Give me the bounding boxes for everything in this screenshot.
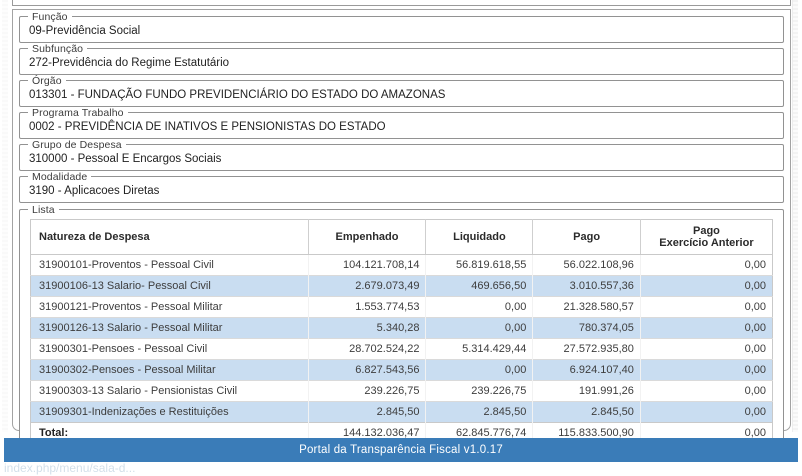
pago-anterior-cell: 0,00 (639, 359, 773, 381)
empenhado-cell: 2.679.073,49 (307, 275, 426, 297)
empenhado-cell: 104.121.708,14 (307, 254, 426, 276)
fieldset-modalidade: Modalidade 3190 - Aplicacoes Diretas (19, 171, 784, 203)
pago-anterior-cell: 0,00 (639, 380, 773, 402)
pago-anterior-cell: 0,00 (639, 338, 773, 360)
empenhado-cell: 5.340,28 (307, 317, 426, 339)
pago-cell: 21.328.580,57 (532, 296, 641, 318)
results-panel: Função 09-Previdência Social Subfunção 2… (12, 9, 791, 452)
col-header-pago: Pago (532, 219, 641, 255)
fieldset-orgao: Órgão 013301 - FUNDAÇÃO FUNDO PREVIDENCI… (19, 75, 784, 107)
natureza-cell: 31900121-Proventos - Pessoal Militar (30, 296, 309, 318)
pago-cell: 780.374,05 (532, 317, 641, 339)
empenhado-cell: 28.702.524,22 (307, 338, 426, 360)
empenhado-cell: 239.226,75 (307, 380, 426, 402)
pago-anterior-cell: 0,00 (639, 275, 773, 297)
fieldset-lista: Lista Natureza de Despesa Empenhado Liqu… (19, 204, 784, 452)
pago-cell: 2.845,50 (532, 401, 641, 423)
subfuncao-value: 272-Previdência do Regime Estatutário (29, 57, 230, 69)
lista-label: Lista (28, 204, 59, 216)
table-row[interactable]: 31900303-13 Salario - Pensionistas Civil… (30, 380, 773, 402)
table-header-row: Natureza de Despesa Empenhado Liquidado … (30, 219, 773, 255)
pago-anterior-cell: 0,00 (639, 401, 773, 423)
liquidado-cell: 0,00 (425, 359, 533, 381)
pago-anterior-cell: 0,00 (639, 317, 773, 339)
table-row[interactable]: 31900126-13 Salario - Pessoal Militar 5.… (30, 317, 773, 339)
pago-cell: 56.022.108,96 (532, 254, 641, 276)
subfuncao-label: Subfunção (28, 43, 88, 55)
col-header-empenhado: Empenhado (307, 219, 426, 255)
liquidado-cell: 56.819.618,55 (425, 254, 533, 276)
natureza-cell: 31900303-13 Salario - Pensionistas Civil (30, 380, 309, 402)
natureza-cell: 31900106-13 Salario- Pessoal Civil (30, 275, 309, 297)
pago-anterior-cell: 0,00 (639, 296, 773, 318)
table-row[interactable]: 31900301-Pensoes - Pessoal Civil 28.702.… (30, 338, 773, 360)
natureza-cell: 31900301-Pensoes - Pessoal Civil (30, 338, 309, 360)
status-url-text: index.php/menu/sala-d... (4, 461, 136, 475)
pago-cell: 191.991,26 (532, 380, 641, 402)
left-page-edge (2, 0, 8, 432)
modalidade-value: 3190 - Aplicacoes Diretas (29, 185, 160, 197)
table-row[interactable]: 31900121-Proventos - Pessoal Militar 1.5… (30, 296, 773, 318)
pago-cell: 3.010.557,36 (532, 275, 641, 297)
liquidado-cell: 239.226,75 (425, 380, 533, 402)
grupo-despesa-value: 310000 - Pessoal E Encargos Sociais (29, 153, 222, 165)
footer-bar: Portal da Transparência Fiscal v1.0.17 (4, 438, 798, 462)
liquidado-cell: 0,00 (425, 296, 533, 318)
programa-trabalho-label: Programa Trabalho (28, 107, 128, 119)
footer-version-text: Portal da Transparência Fiscal v1.0.17 (299, 444, 503, 456)
natureza-cell: 31909301-Indenizações e Restituições (30, 401, 309, 423)
fieldset-programa-trabalho: Programa Trabalho 0002 - PREVIDÊNCIA DE … (19, 107, 784, 139)
funcao-label: Função (28, 11, 72, 23)
liquidado-cell: 5.314.429,44 (425, 338, 533, 360)
col-header-pago-anterior: Pago Exercício Anterior (639, 219, 773, 255)
pago-anterior-cell: 0,00 (639, 254, 773, 276)
pago-cell: 27.572.935,80 (532, 338, 641, 360)
liquidado-cell: 2.845,50 (425, 401, 533, 423)
empenhado-cell: 1.553.774,53 (307, 296, 426, 318)
grupo-despesa-label: Grupo de Despesa (28, 139, 126, 151)
modalidade-label: Modalidade (28, 171, 92, 183)
fieldset-subfuncao: Subfunção 272-Previdência do Regime Esta… (19, 43, 784, 75)
col-header-liquidado: Liquidado (425, 219, 533, 255)
fieldset-grupo-despesa: Grupo de Despesa 310000 - Pessoal E Enca… (19, 139, 784, 171)
natureza-cell: 31900302-Pensoes - Pessoal Militar (30, 359, 309, 381)
natureza-cell: 31900126-13 Salario - Pessoal Militar (30, 317, 309, 339)
natureza-cell: 31900101-Proventos - Pessoal Civil (39, 259, 214, 271)
funcao-value: 09-Previdência Social (29, 25, 141, 37)
table-row[interactable]: 31900302-Pensoes - Pessoal Militar 6.827… (30, 359, 773, 381)
empenhado-cell: 2.845,50 (307, 401, 426, 423)
pago-cell: 6.924.107,40 (532, 359, 641, 381)
empenhado-cell: 6.827.543,56 (307, 359, 426, 381)
orgao-label: Órgão (28, 75, 66, 87)
fieldset-funcao: Função 09-Previdência Social (19, 11, 784, 43)
col-header-natureza: Natureza de Despesa (30, 219, 309, 255)
despesa-table: Natureza de Despesa Empenhado Liquidado … (30, 219, 773, 444)
orgao-value: 013301 - FUNDAÇÃO FUNDO PREVIDENCIÁRIO D… (29, 89, 446, 101)
liquidado-cell: 469.656,50 (425, 275, 533, 297)
table-row[interactable]: 31900106-13 Salario- Pessoal Civil 2.679… (30, 275, 773, 297)
table-row[interactable]: 31900101-Proventos - Pessoal Civil 104.1… (31, 254, 773, 276)
previous-fieldset-fragment (12, 0, 791, 6)
table-row[interactable]: 31909301-Indenizações e Restituições 2.8… (30, 401, 773, 423)
programa-trabalho-value: 0002 - PREVIDÊNCIA DE INATIVOS E PENSION… (29, 121, 386, 133)
liquidado-cell: 0,00 (425, 317, 533, 339)
scrollbar-track[interactable] (792, 0, 798, 432)
